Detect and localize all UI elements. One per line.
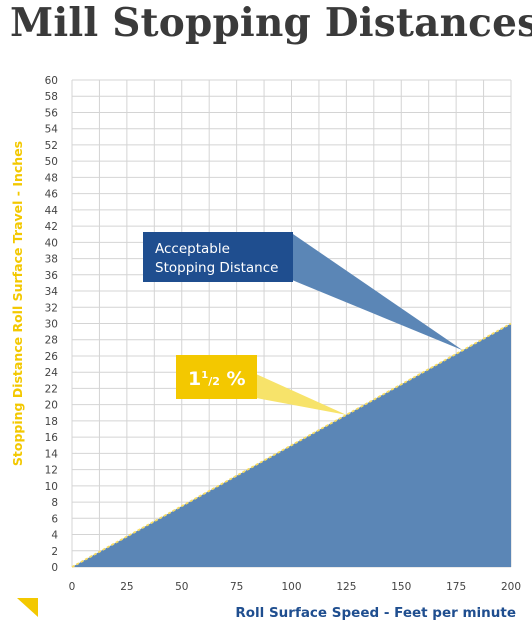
x-tick-label: 200 [501, 581, 521, 593]
y-tick-label: 46 [45, 189, 59, 201]
x-tick-label: 125 [336, 581, 356, 593]
yellow-callout-box [176, 355, 257, 399]
chart-area-layer [71, 322, 512, 568]
x-tick-labels: 0 25 50 75 100 125 150 175 200 [69, 581, 521, 593]
blue-callout-pointer [290, 232, 463, 351]
y-tick-label: 34 [45, 286, 59, 298]
blue-callout-box [143, 232, 293, 282]
y-tick-label: 52 [45, 140, 58, 152]
x-tick-label: 175 [446, 581, 466, 593]
y-tick-label: 10 [45, 481, 58, 493]
y-tick-label: 60 [45, 75, 58, 87]
y-tick-label: 16 [45, 432, 59, 444]
y-tick-label: 44 [45, 205, 59, 217]
y-tick-label: 32 [45, 302, 58, 314]
y-tick-label: 58 [45, 91, 58, 103]
x-tick-label: 150 [391, 581, 411, 593]
yellow-callout-pointer [256, 374, 347, 415]
x-tick-label: 0 [69, 581, 76, 593]
blue-callout-line-1: Acceptable [155, 241, 230, 257]
yellow-triangle-icon [17, 598, 38, 617]
y-tick-label: 12 [45, 465, 58, 477]
x-tick-label: 50 [175, 581, 188, 593]
blue-callout-line-2: Stopping Distance [155, 260, 278, 276]
y-tick-label: 30 [45, 319, 58, 331]
y-tick-label: 54 [45, 124, 59, 136]
y-tick-label: 24 [45, 367, 59, 379]
y-tick-label: 4 [51, 530, 58, 542]
y-tick-label: 38 [45, 254, 58, 266]
y-tick-label: 14 [45, 448, 59, 460]
x-tick-label: 75 [230, 581, 243, 593]
y-tick-label: 40 [45, 237, 58, 249]
y-tick-label: 26 [45, 351, 59, 363]
y-tick-labels: 0246810121416182022242628303234363840424… [45, 75, 59, 574]
x-tick-label: 100 [281, 581, 301, 593]
y-tick-label: 56 [45, 107, 59, 119]
y-tick-label: 2 [51, 546, 58, 558]
y-tick-label: 50 [45, 156, 58, 168]
y-tick-label: 42 [45, 221, 58, 233]
x-tick-label: 25 [120, 581, 133, 593]
boundary-line [71, 322, 512, 568]
y-tick-label: 0 [51, 562, 58, 574]
y-tick-label: 48 [45, 172, 58, 184]
y-tick-label: 28 [45, 335, 58, 347]
y-tick-label: 8 [51, 497, 58, 509]
y-axis-label: Stopping Distance Roll Surface Travel - … [10, 141, 25, 466]
y-tick-label: 18 [45, 416, 58, 428]
y-tick-label: 36 [45, 270, 59, 282]
y-tick-label: 22 [45, 383, 58, 395]
yellow-callout-label: 11/2 % [188, 368, 246, 390]
callouts: Acceptable Stopping Distance 11/2 % [143, 232, 463, 415]
y-tick-label: 6 [51, 513, 58, 525]
page-title: Mill Stopping Distances [10, 0, 532, 46]
y-tick-label: 20 [45, 400, 58, 412]
corner-triangle-shape [17, 598, 38, 617]
x-axis-label: Roll Surface Speed - Feet per minute [235, 605, 516, 621]
